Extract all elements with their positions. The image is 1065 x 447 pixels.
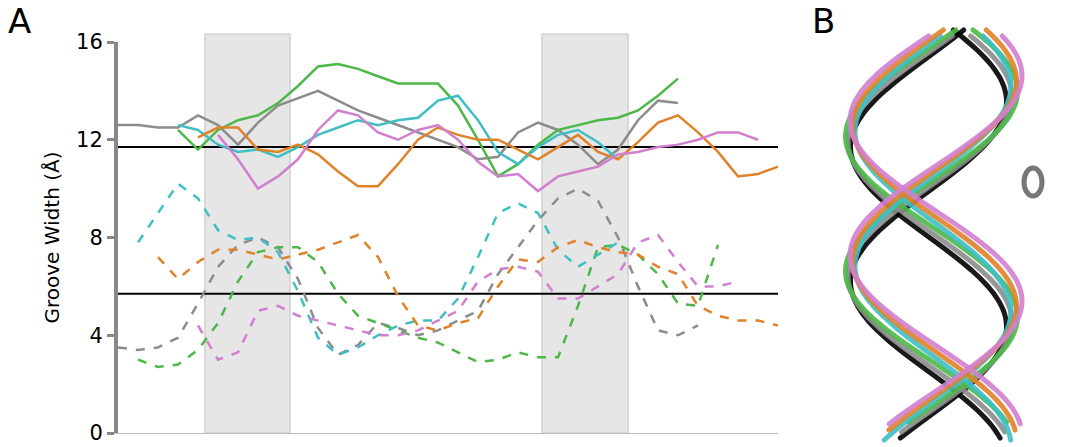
svg-text:12: 12 — [76, 128, 103, 152]
svg-text:Groove Width (Å): Groove Width (Å) — [40, 151, 64, 323]
html-text:B: B — [812, 1, 836, 41]
svg-text:4: 4 — [89, 324, 102, 348]
svg-text:16: 16 — [76, 30, 103, 54]
html-text:A: A — [8, 1, 32, 41]
svg-text:0: 0 — [89, 421, 102, 445]
svg-text:8: 8 — [89, 226, 102, 250]
